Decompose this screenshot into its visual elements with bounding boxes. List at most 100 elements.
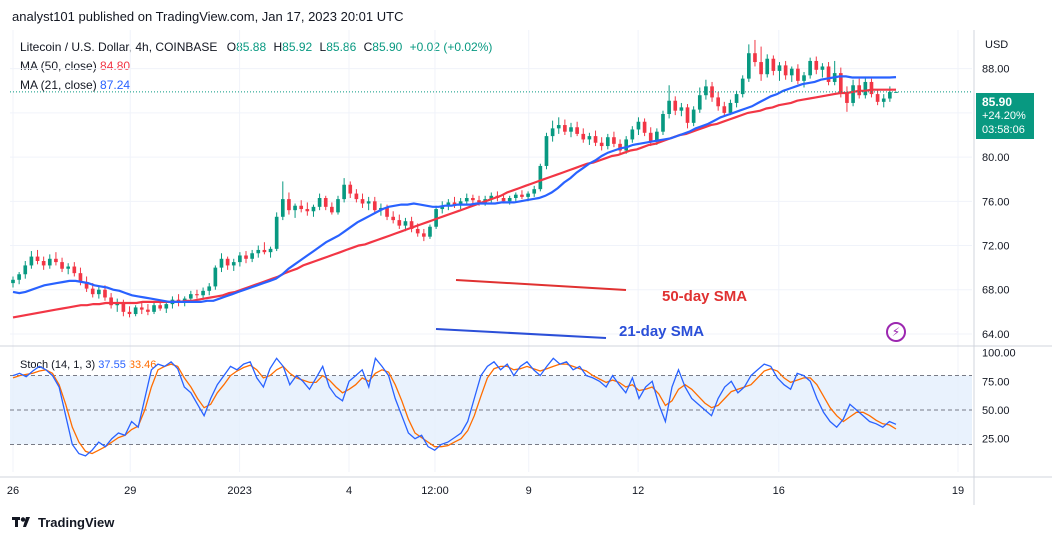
candle — [667, 85, 671, 119]
candle — [231, 258, 236, 271]
candle — [317, 193, 322, 211]
candle — [520, 190, 524, 200]
candle-body — [722, 106, 727, 113]
candle — [311, 204, 316, 217]
candle-body — [17, 274, 21, 280]
candle-body — [667, 100, 671, 114]
candle-body — [348, 184, 353, 194]
candle — [697, 87, 702, 113]
candle-body — [330, 206, 334, 213]
candle-body — [47, 258, 52, 266]
time-tick-label: 29 — [124, 485, 136, 497]
stoch-tick-label: 25.00 — [982, 434, 1010, 446]
candle-body — [630, 129, 635, 140]
candle-body — [513, 194, 518, 198]
candle — [563, 119, 567, 135]
candle — [139, 301, 144, 315]
candle-body — [661, 114, 665, 132]
candle-body — [851, 85, 855, 103]
candle-body — [587, 136, 592, 140]
change-value: +0.02 (+0.02%) — [409, 40, 493, 54]
candle — [84, 276, 89, 292]
ma50-line — [12, 88, 896, 319]
candle-body — [428, 226, 432, 237]
candle — [256, 245, 261, 258]
candle — [72, 262, 77, 277]
candle-body — [78, 273, 83, 282]
candle-body — [97, 289, 101, 295]
lightning-icon[interactable]: ⚡ — [886, 322, 906, 342]
candle — [109, 293, 113, 309]
candle — [679, 102, 684, 117]
candle — [164, 301, 169, 313]
candle-body — [520, 194, 524, 197]
candle-body — [881, 98, 886, 102]
candle-body — [146, 309, 150, 312]
candle-body — [415, 228, 420, 234]
stoch-tick-label: 75.00 — [982, 376, 1010, 388]
candle-body — [747, 53, 751, 79]
price-tick-label: 68.00 — [982, 285, 1010, 297]
candle — [556, 117, 561, 134]
stoch-d-line — [12, 363, 897, 455]
candle-body — [771, 58, 776, 71]
candle-body — [581, 133, 586, 140]
candle-body — [152, 305, 156, 312]
candle-body — [556, 125, 561, 129]
time-tick-label: 2023 — [227, 485, 251, 497]
stoch-legend: Stoch (14, 1, 3) 37.55 33.46 — [20, 359, 156, 371]
candle — [207, 283, 212, 296]
candle — [765, 54, 770, 78]
candle-body — [697, 95, 702, 110]
candle-body — [305, 209, 310, 212]
time-tick-label: 12 — [632, 485, 644, 497]
candle — [29, 251, 34, 269]
candle-body — [808, 60, 812, 76]
symbol-legend: Litecoin / U.S. Dollar, 4h, COINBASE O85… — [20, 40, 492, 54]
price-tick-label: 80.00 — [982, 152, 1010, 164]
candle-body — [673, 100, 678, 111]
candle-body — [213, 267, 218, 287]
candle-body — [740, 78, 745, 95]
candle — [832, 60, 837, 86]
time-tick-label: 12:00 — [421, 485, 449, 497]
high-value: 85.92 — [282, 40, 313, 54]
price-tick-label: 76.00 — [982, 196, 1010, 208]
candle-body — [23, 265, 28, 275]
candle — [593, 130, 598, 147]
candle-body — [158, 305, 162, 309]
candle — [47, 254, 52, 269]
candle-body — [274, 216, 279, 249]
candle-body — [366, 201, 371, 204]
candle — [605, 133, 610, 150]
stoch-band-fill — [10, 375, 972, 445]
candle-body — [704, 86, 708, 96]
candle — [648, 127, 653, 147]
tradingview-logo: TradingView — [12, 515, 114, 530]
candle-body — [624, 139, 629, 151]
candle-body — [201, 290, 205, 296]
candle-body — [250, 253, 254, 259]
sma50-annotation-label: 50-day SMA — [662, 288, 748, 305]
candle-body — [575, 127, 579, 134]
stoch-tick-label: 50.00 — [982, 405, 1010, 417]
candle — [23, 261, 28, 279]
time-tick-label: 26 — [7, 485, 19, 497]
candle — [464, 193, 469, 205]
candle — [538, 163, 543, 192]
candle-body — [422, 233, 426, 237]
candle-body — [820, 66, 825, 70]
candle — [330, 202, 334, 215]
ma21-value: 87.24 — [100, 78, 131, 92]
candle — [673, 96, 678, 116]
candle — [881, 94, 886, 108]
candle-body — [54, 258, 58, 263]
candle — [195, 289, 199, 299]
close-label: C — [363, 40, 373, 54]
candle — [287, 192, 291, 215]
candle-body — [875, 94, 880, 102]
sma21-annotation-label: 21-day SMA — [619, 323, 705, 340]
candle — [268, 246, 273, 258]
candle — [722, 101, 727, 117]
